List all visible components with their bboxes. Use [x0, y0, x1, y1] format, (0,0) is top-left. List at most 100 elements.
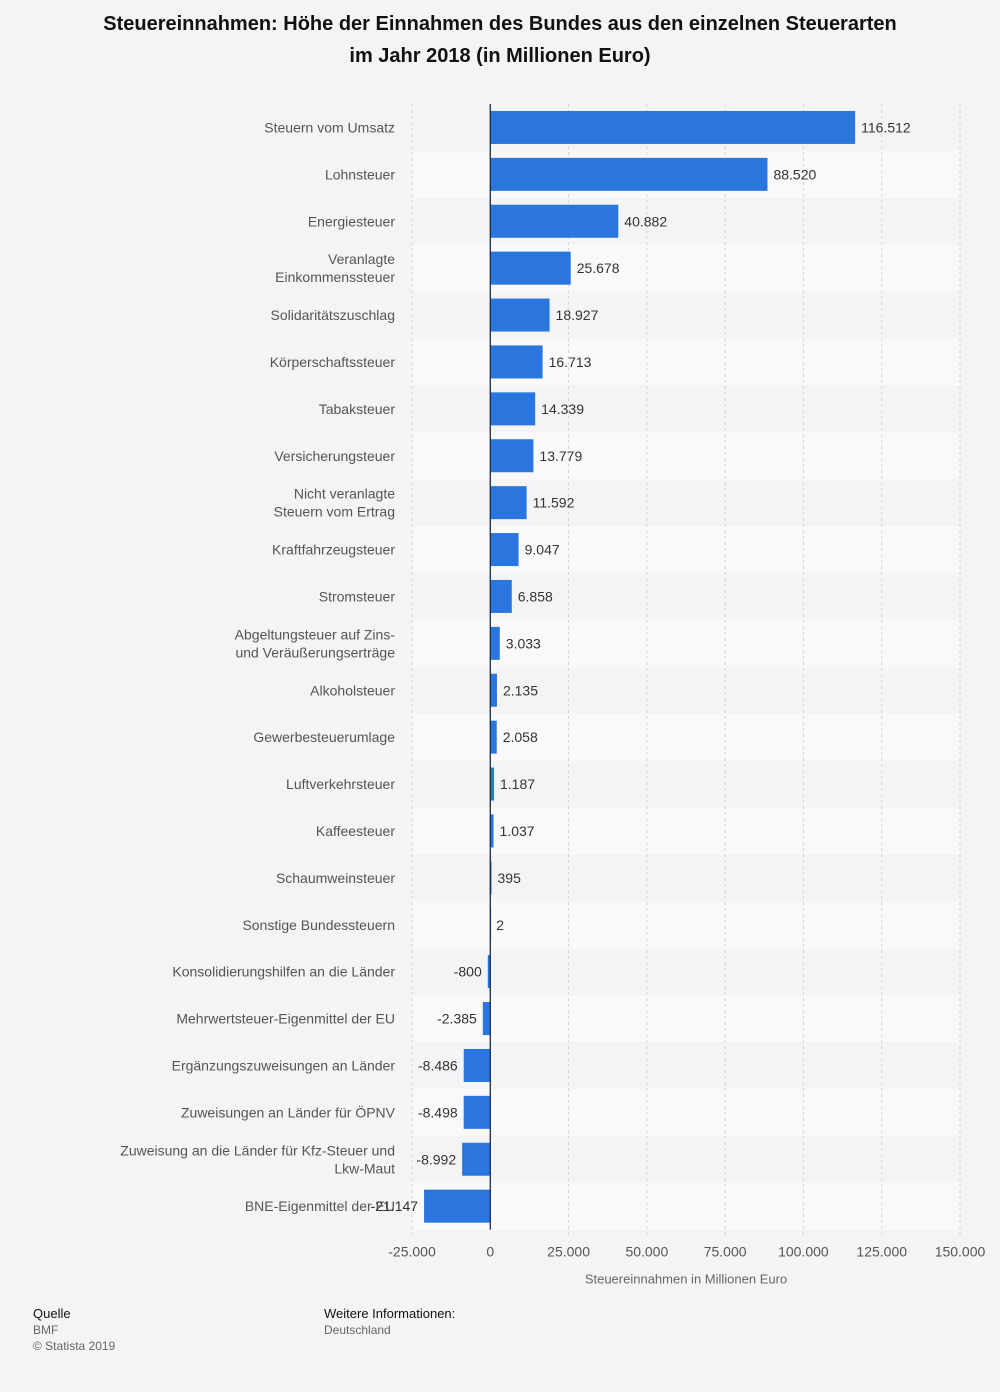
value-label: 2 — [496, 917, 504, 933]
value-label: 40.882 — [624, 213, 667, 229]
category-label: BNE-Eigenmittel der EU — [245, 1198, 395, 1214]
category-label: Lohnsteuer — [325, 166, 395, 182]
chart-title-line-1: Steuereinnahmen: Höhe der Einnahmen des … — [103, 13, 897, 35]
value-label: 3.033 — [506, 635, 541, 651]
x-tick-label: 100.000 — [778, 1244, 829, 1260]
x-tick-label: 0 — [486, 1244, 494, 1260]
x-tick-label: 75.000 — [704, 1244, 747, 1260]
row-band — [412, 807, 960, 855]
value-label: 14.339 — [541, 401, 584, 417]
bar — [490, 767, 495, 801]
bar — [490, 439, 534, 473]
category-label: Gewerbesteuerumlage — [253, 729, 395, 745]
row-band — [412, 1088, 960, 1136]
value-label: -800 — [454, 964, 482, 980]
category-label: Nicht veranlagte — [294, 486, 395, 502]
bar — [424, 1189, 491, 1223]
x-tick-label: 125.000 — [856, 1244, 907, 1260]
category-label: Lkw-Maut — [334, 1160, 395, 1176]
row-band — [412, 901, 960, 949]
category-label: Sonstige Bundessteuern — [242, 917, 395, 933]
bar — [490, 673, 497, 707]
value-label: -21.147 — [371, 1198, 419, 1214]
x-tick-label: 150.000 — [935, 1244, 986, 1260]
category-label: Abgeltungsteuer auf Zins- — [235, 626, 396, 642]
bar — [490, 814, 494, 848]
source-heading: Quelle — [33, 1306, 71, 1321]
value-label: 2.135 — [503, 682, 538, 698]
value-label: 88.520 — [773, 166, 816, 182]
category-label: Kaffeesteuer — [316, 823, 395, 839]
info-heading: Weitere Informationen: — [324, 1306, 456, 1321]
value-label: -8.498 — [418, 1104, 458, 1120]
category-label: Solidaritätszuschlag — [270, 307, 395, 323]
bar — [482, 1002, 491, 1036]
category-label: Versicherungsteuer — [274, 448, 395, 464]
bar — [487, 955, 491, 989]
value-label: 18.927 — [556, 307, 599, 323]
value-label: 25.678 — [577, 260, 620, 276]
category-label: Zuweisung an die Länder für Kfz-Steuer u… — [120, 1142, 395, 1158]
x-tick-label: -25.000 — [388, 1244, 436, 1260]
category-label: Energiesteuer — [308, 213, 396, 229]
copyright[interactable]: © Statista 2019 — [33, 1339, 116, 1353]
category-label: Steuern vom Ertrag — [274, 504, 395, 520]
value-label: -8.992 — [416, 1151, 456, 1167]
bar — [462, 1142, 491, 1176]
bar — [490, 251, 571, 285]
bar — [490, 720, 497, 754]
chart-title: Steuereinnahmen: Höhe der Einnahmen des … — [40, 8, 960, 72]
bar-chart: -25.000 0 25.000 50.000 75.000 100.000 125.000… — [120, 104, 986, 1287]
bar — [490, 486, 527, 520]
bar — [463, 1048, 491, 1082]
bar — [490, 392, 536, 426]
value-label: 11.592 — [533, 495, 575, 511]
category-label: Stromsteuer — [319, 588, 396, 604]
source-name[interactable]: BMF — [33, 1323, 59, 1337]
category-label: Luftverkehrsteuer — [286, 776, 395, 792]
category-label: und Veräußerungserträge — [235, 644, 395, 660]
info-region: Deutschland — [324, 1323, 391, 1337]
value-label: 2.058 — [503, 729, 538, 745]
category-label: Mehrwertsteuer-Eigenmittel der EU — [176, 1011, 395, 1027]
bar — [490, 533, 519, 567]
x-axis-title: Steuereinnahmen in Millionen Euro — [585, 1272, 787, 1287]
category-label: Tabaksteuer — [319, 401, 396, 417]
bar — [490, 579, 512, 613]
row-band — [412, 995, 960, 1042]
x-tick-label: 50.000 — [625, 1244, 668, 1260]
value-label: 1.037 — [500, 823, 535, 839]
category-label: Kraftfahrzeugsteuer — [272, 542, 395, 558]
category-label: Alkoholsteuer — [310, 682, 395, 698]
bar — [490, 157, 768, 191]
bar — [490, 626, 500, 660]
category-label: Körperschaftssteuer — [270, 354, 396, 370]
value-label: 395 — [498, 870, 522, 886]
bar — [490, 204, 619, 238]
value-label: 13.779 — [539, 448, 582, 464]
category-label: Zuweisungen an Länder für ÖPNV — [181, 1103, 396, 1120]
x-tick-label: 25.000 — [547, 1244, 590, 1260]
category-label: Konsolidierungshilfen an die Länder — [172, 964, 395, 980]
value-label: 6.858 — [518, 588, 553, 604]
value-label: 116.512 — [861, 119, 911, 135]
bar — [490, 298, 550, 332]
value-label: -2.385 — [437, 1011, 477, 1027]
value-label: 1.187 — [500, 776, 535, 792]
category-label: Einkommenssteuer — [275, 269, 395, 285]
chart-title-line-2: im Jahr 2018 (in Millionen Euro) — [349, 45, 651, 67]
row-band — [412, 619, 960, 667]
value-label: 9.047 — [525, 542, 560, 558]
row-band — [412, 1182, 960, 1230]
row-band — [412, 713, 960, 761]
bar — [490, 345, 543, 379]
value-label: 16.713 — [549, 354, 592, 370]
source-block: Quelle BMF © Statista 2019 — [33, 1306, 115, 1354]
bar — [490, 110, 856, 144]
category-label: Ergänzungszuweisungen an Länder — [172, 1057, 396, 1073]
info-block: Weitere Informationen: Deutschland — [324, 1306, 455, 1338]
bar — [463, 1095, 491, 1129]
value-label: -8.486 — [418, 1057, 458, 1073]
category-label: Steuern vom Umsatz — [264, 119, 395, 135]
category-label: Veranlagte — [328, 251, 395, 267]
